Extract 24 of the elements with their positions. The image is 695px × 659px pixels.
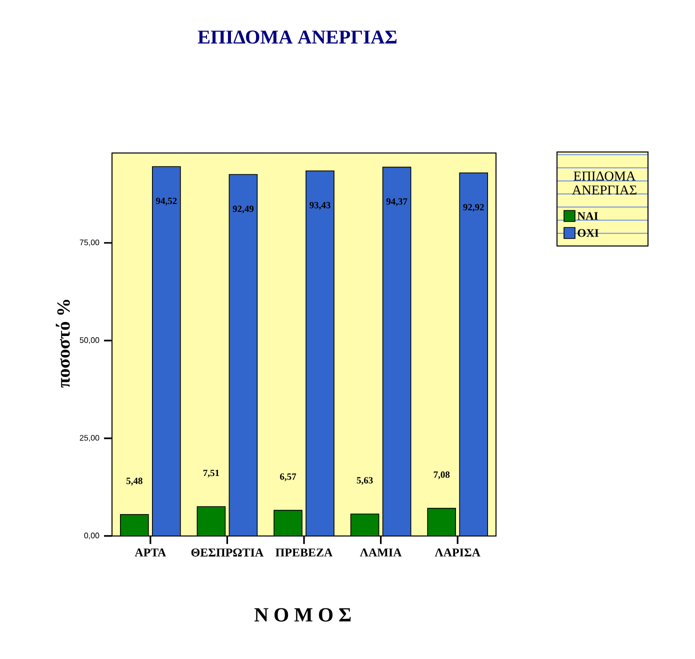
y-tick-label: 25,00 (80, 434, 100, 442)
data-label: 94,52 (156, 198, 177, 206)
x-tick-label: ΑΡΤΑ (134, 548, 166, 556)
x-axis-title: Ν Ο Μ Ο Σ (254, 608, 351, 622)
data-label: 6,57 (280, 473, 296, 482)
data-label: 94,37 (386, 198, 408, 206)
x-tick-label: ΛΑΡΙΣΑ (434, 548, 480, 556)
y-axis-title: ποσοστό % (56, 300, 70, 388)
chart-title: ΕΠΙΔΟΜΑ ΑΝΕΡΓΙΑΣ (198, 30, 397, 44)
y-tick-label: 75,00 (80, 240, 100, 246)
data-label: 92,49 (232, 206, 254, 214)
data-label: 93,43 (310, 202, 330, 210)
x-tick-label: ΛΑΜΙΑ (360, 548, 402, 556)
legend-label: ΝΑΙ (577, 212, 598, 220)
data-label: 7,51 (203, 470, 220, 478)
x-tick-label: ΠΡΕΒΕΖΑ (276, 548, 333, 556)
legend-title: ΕΠΙΔΟΜΑ ΑΝΕΡΓΙΑΣ (572, 172, 636, 194)
data-label: 92,92 (463, 204, 484, 212)
x-tick-label: ΘΕΣΠΡΩΤΙΑ (191, 548, 264, 557)
y-tick-label: 0,00 (84, 532, 100, 540)
data-label: 7,08 (434, 471, 450, 480)
data-label: 5,63 (356, 477, 373, 485)
y-tick-label: 50,00 (80, 337, 100, 344)
data-label: 5,48 (126, 478, 142, 486)
